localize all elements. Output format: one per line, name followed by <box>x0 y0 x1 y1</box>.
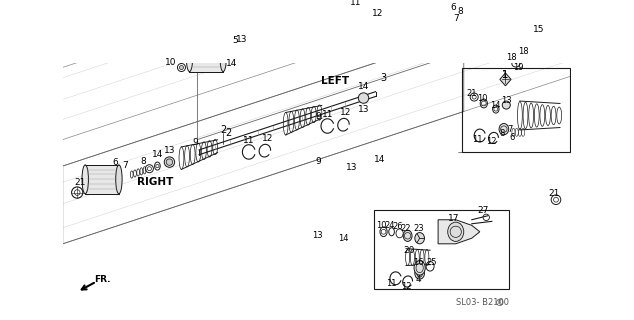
Text: 23: 23 <box>413 224 424 233</box>
Text: 10: 10 <box>477 94 488 103</box>
Text: 6: 6 <box>509 133 515 142</box>
Ellipse shape <box>499 124 508 135</box>
Text: RIGHT: RIGHT <box>137 177 173 187</box>
Circle shape <box>226 47 229 49</box>
Text: LEFT: LEFT <box>321 76 349 86</box>
Text: 21: 21 <box>548 189 559 198</box>
Text: R: R <box>498 300 501 305</box>
Circle shape <box>179 66 183 69</box>
Circle shape <box>226 48 233 55</box>
Circle shape <box>226 54 229 56</box>
Text: 10: 10 <box>376 221 386 230</box>
Polygon shape <box>500 73 511 86</box>
Text: 17: 17 <box>448 214 459 223</box>
Text: 12: 12 <box>372 9 384 18</box>
Text: 13: 13 <box>501 96 512 105</box>
Text: 11: 11 <box>472 135 482 144</box>
Ellipse shape <box>403 230 412 241</box>
Text: 9: 9 <box>315 157 321 166</box>
Bar <box>190 43 223 72</box>
Text: 26: 26 <box>392 222 403 231</box>
Circle shape <box>502 101 510 109</box>
Text: 13: 13 <box>358 105 369 114</box>
Text: 13: 13 <box>346 163 357 172</box>
Text: 11: 11 <box>386 279 397 288</box>
Ellipse shape <box>164 157 174 167</box>
Ellipse shape <box>82 165 88 194</box>
Text: 13: 13 <box>313 231 323 240</box>
Text: 22: 22 <box>401 224 411 233</box>
Ellipse shape <box>186 43 193 72</box>
Text: 14: 14 <box>338 234 349 243</box>
Text: 12: 12 <box>486 138 497 147</box>
Text: 21: 21 <box>74 178 86 187</box>
Text: 20: 20 <box>403 246 415 255</box>
Text: 9: 9 <box>315 112 321 121</box>
Bar <box>462 68 569 152</box>
Text: 10: 10 <box>165 59 177 68</box>
Text: 14: 14 <box>374 155 385 164</box>
Ellipse shape <box>358 93 369 103</box>
Ellipse shape <box>224 46 235 57</box>
Text: 12: 12 <box>401 282 411 291</box>
Text: 6: 6 <box>451 3 456 12</box>
Ellipse shape <box>415 268 425 279</box>
Text: 24: 24 <box>385 221 395 230</box>
Text: 18: 18 <box>518 46 528 55</box>
Text: 4: 4 <box>416 276 422 284</box>
Text: 18: 18 <box>507 53 517 62</box>
Bar <box>374 210 508 289</box>
Text: 11: 11 <box>350 0 361 6</box>
Polygon shape <box>438 220 480 244</box>
Text: 1: 1 <box>501 70 508 80</box>
Text: 8: 8 <box>500 130 505 139</box>
Ellipse shape <box>115 165 122 194</box>
Text: 2: 2 <box>226 128 232 138</box>
Text: 15: 15 <box>533 25 544 34</box>
Text: 16: 16 <box>413 258 424 267</box>
Text: 12: 12 <box>262 134 273 143</box>
Text: 13: 13 <box>236 35 247 44</box>
Ellipse shape <box>415 233 425 244</box>
Circle shape <box>224 51 227 53</box>
Text: 9: 9 <box>192 138 198 147</box>
Text: 19: 19 <box>513 63 524 72</box>
Text: 12: 12 <box>340 108 352 117</box>
Text: 7: 7 <box>122 161 128 170</box>
Text: 14: 14 <box>491 100 501 109</box>
Text: SL03- B2100: SL03- B2100 <box>456 298 508 307</box>
Text: 27: 27 <box>477 206 489 215</box>
Text: 2: 2 <box>220 125 226 135</box>
Text: 14: 14 <box>226 60 237 68</box>
Text: 6: 6 <box>112 158 118 167</box>
Circle shape <box>233 51 235 53</box>
Text: 7: 7 <box>453 14 458 23</box>
Text: 25: 25 <box>427 258 437 267</box>
Circle shape <box>230 54 233 56</box>
Ellipse shape <box>414 261 425 275</box>
Text: 8: 8 <box>140 157 146 166</box>
Text: 3: 3 <box>380 73 387 83</box>
Text: 8: 8 <box>458 7 463 16</box>
Text: 11: 11 <box>243 136 255 145</box>
Text: FR.: FR. <box>94 276 111 284</box>
Text: 21: 21 <box>467 89 477 98</box>
Bar <box>85 165 119 194</box>
Text: 7: 7 <box>508 125 513 134</box>
Text: 14: 14 <box>358 82 369 91</box>
Text: 1: 1 <box>501 70 508 80</box>
Text: 11: 11 <box>321 110 333 119</box>
Ellipse shape <box>448 222 463 241</box>
Circle shape <box>230 47 233 49</box>
Ellipse shape <box>220 43 226 72</box>
Text: 13: 13 <box>164 146 175 156</box>
Text: 5: 5 <box>232 36 238 45</box>
Text: 14: 14 <box>152 150 163 159</box>
Circle shape <box>166 159 172 165</box>
